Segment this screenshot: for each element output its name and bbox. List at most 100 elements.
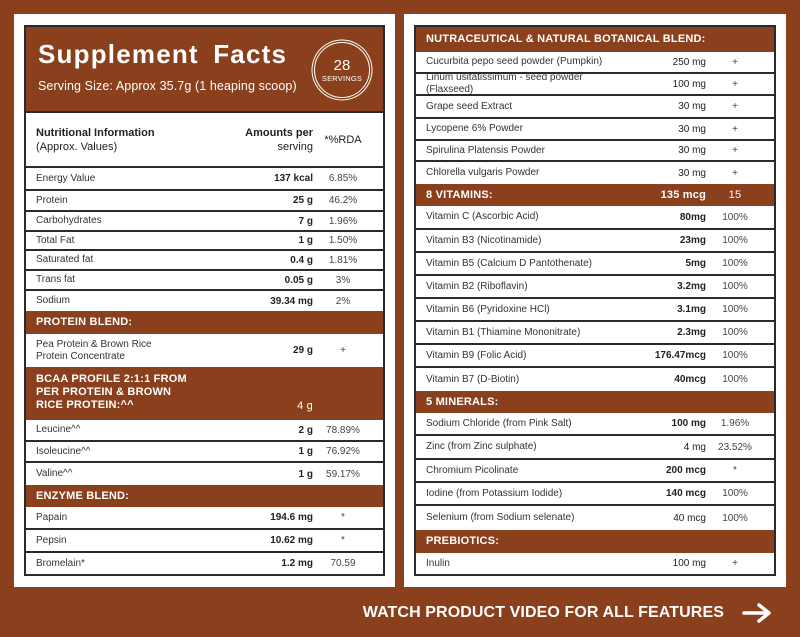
supplement-facts-table-right: NUTRACEUTICAL & NATURAL BOTANICAL BLEND:… [414,25,776,576]
nutrient-amount: 39.34 mg [270,295,313,307]
section-title-line: BCAA PROFILE 2:1:1 FROM [36,373,187,385]
nutrient-rda: 3% [335,274,351,286]
nutrient-amount: 10.62 mg [270,535,313,546]
column-header-rda: *%RDA [324,133,362,146]
ingredient-amount: 30 mg [678,145,706,156]
vitamin-name: Vitamin C (Ascorbic Acid) [426,211,539,222]
table-row: Selenium (from Sodium selenate) 40 mcg 1… [416,506,774,530]
nutrient-rda: 59.17% [326,468,360,480]
section-header-protein-blend: PROTEIN BLEND: [26,311,383,334]
section-rda: 15 [728,189,742,201]
nutrient-amount: 1 g [298,235,313,246]
nutrient-amount: 7 g [298,215,313,227]
section-header-prebiotics: PREBIOTICS: [416,530,774,553]
nutrient-rda: 1.81% [328,254,358,266]
nutrient-name: Pea Protein & Brown Rice Protein Concent… [36,338,152,362]
servings-label: SERVINGS [321,73,363,83]
nutrient-rda: + [340,345,346,356]
nutrient-rda: 70.59 [330,558,356,569]
servings-badge: 28 SERVINGS [314,42,370,98]
section-title: BCAA PROFILE 2:1:1 FROM PER PROTEIN & BR… [36,373,229,412]
table-row: Pea Protein & Brown Rice Protein Concent… [26,334,383,367]
vitamin-name: Vitamin B3 (Nicotinamide) [426,234,542,246]
nutrient-name: Saturated fat [36,254,94,265]
nutrient-amount: 0.4 g [290,254,313,266]
nutrient-amount: 2 g [298,424,313,436]
nutrient-amount: 137 kcal [274,173,313,184]
nutrient-rda: 76.92% [326,446,360,457]
vitamin-name: Vitamin B6 (Pyridoxine HCl) [426,303,550,315]
table-row: Vitamin C (Ascorbic Acid) 80mg 100% [416,206,774,230]
nutrient-rda: 2% [335,295,351,307]
nutrient-rda: * [341,535,345,546]
ingredient-rda: + [732,101,738,112]
ingredient-rda: + [732,78,738,90]
section-header-botanical-blend: NUTRACEUTICAL & NATURAL BOTANICAL BLEND: [416,27,774,52]
arrow-right-icon[interactable] [742,603,772,623]
ingredient-name: Linum usitatissimum - seed powder (Flaxs… [426,72,583,95]
column-header-nutrient-line1: Nutritional Information [36,126,155,139]
nutrient-name: Total Fat [36,234,75,246]
ingredient-name: Cucurbita pepo seed powder (Pumpkin) [426,56,603,67]
table-row: Isoleucine^^ 1 g 76.92% [26,442,383,463]
table-row: Vitamin B1 (Thiamine Mononitrate) 2.3mg … [416,322,774,345]
table-row: Chromium Picolinate 200 mcg * [416,460,774,483]
table-row: Valine^^ 1 g 59.17% [26,463,383,485]
mineral-amount: 140 mcg [665,488,706,499]
nutrient-name: Energy Value [36,172,96,184]
nutrient-rda: 1.50% [328,235,358,246]
mineral-name: Chromium Picolinate [426,464,519,476]
watch-video-link[interactable]: WATCH PRODUCT VIDEO FOR ALL FEATURES [0,596,800,630]
mineral-amount: 4 mg [683,441,706,453]
section-header-enzyme-blend: ENZYME BLEND: [26,485,383,507]
vitamin-name: Vitamin B7 (D-Biotin) [426,373,520,385]
mineral-rda: 1.96% [720,418,750,429]
section-header-bcaa: BCAA PROFILE 2:1:1 FROM PER PROTEIN & BR… [26,367,383,420]
ingredient-amount: 100 mg [672,78,706,90]
table-row: Grape seed Extract 30 mg + [416,96,774,119]
prebiotic-rda: + [732,558,738,569]
vitamin-amount: 3.1mg [677,304,706,315]
serving-size: Serving Size: Approx 35.7g (1 heaping sc… [38,79,297,93]
vitamin-amount: 3.2mg [677,281,706,292]
mineral-rda: * [733,465,737,476]
vitamin-amount: 2.3mg [677,327,706,338]
nutrient-name: Valine^^ [36,468,73,479]
section-title-line: PER PROTEIN & BROWN [36,386,172,398]
vitamin-rda: 100% [722,281,748,292]
mineral-name: Selenium (from Sodium selenate) [426,512,575,523]
section-title: ENZYME BLEND: [36,489,130,502]
ingredient-name: Chlorella vulgaris Powder [426,167,540,178]
section-title: NUTRACEUTICAL & NATURAL BOTANICAL BLEND: [426,33,706,45]
nutrient-amount: 25 g [292,195,313,206]
column-header-amount: Amounts per serving [229,126,313,154]
vitamin-name: Vitamin B1 (Thiamine Mononitrate) [426,326,581,338]
ingredient-rda: + [732,123,738,135]
ingredient-name: Lycopene 6% Powder [426,123,523,134]
watch-video-label[interactable]: WATCH PRODUCT VIDEO FOR ALL FEATURES [362,604,724,621]
nutrient-name: Isoleucine^^ [36,445,91,457]
mineral-name: Sodium Chloride (from Pink Salt) [426,417,572,429]
table-row: Energy Value 137 kcal 6.85% [26,168,383,191]
column-header-amount-line2: serving [277,140,313,153]
nutrient-name: Pepsin [36,534,67,546]
vitamin-rda: 100% [722,235,748,246]
vitamin-amount: 176.47mcg [654,350,706,361]
ingredient-name: Spirulina Platensis Powder [426,144,545,156]
section-title: 8 VITAMINS: [426,188,493,201]
ingredient-amount: 250 mg [672,56,706,68]
supplement-facts-panel-left: Supplement Facts Serving Size: Approx 35… [14,14,395,587]
table-row: Trans fat 0.05 g 3% [26,271,383,291]
servings-count: 28 [333,56,351,74]
table-row: Vitamin B5 (Calcium D Pantothenate) 5mg … [416,253,774,276]
nutrient-name: Sodium [36,295,70,306]
table-row: Leucine^^ 2 g 78.89% [26,420,383,442]
vitamin-rda: 100% [722,374,748,385]
supplement-facts-header: Supplement Facts Serving Size: Approx 35… [26,27,383,113]
table-row: Iodine (from Potassium Iodide) 140 mcg 1… [416,483,774,506]
nutrient-name: Carbohydrates [36,215,102,226]
mineral-rda: 100% [722,512,748,524]
table-row: Linum usitatissimum - seed powder (Flaxs… [416,72,774,96]
section-title-line: RICE PROTEIN:^^ [36,399,134,411]
page-title: Supplement Facts [38,39,288,69]
